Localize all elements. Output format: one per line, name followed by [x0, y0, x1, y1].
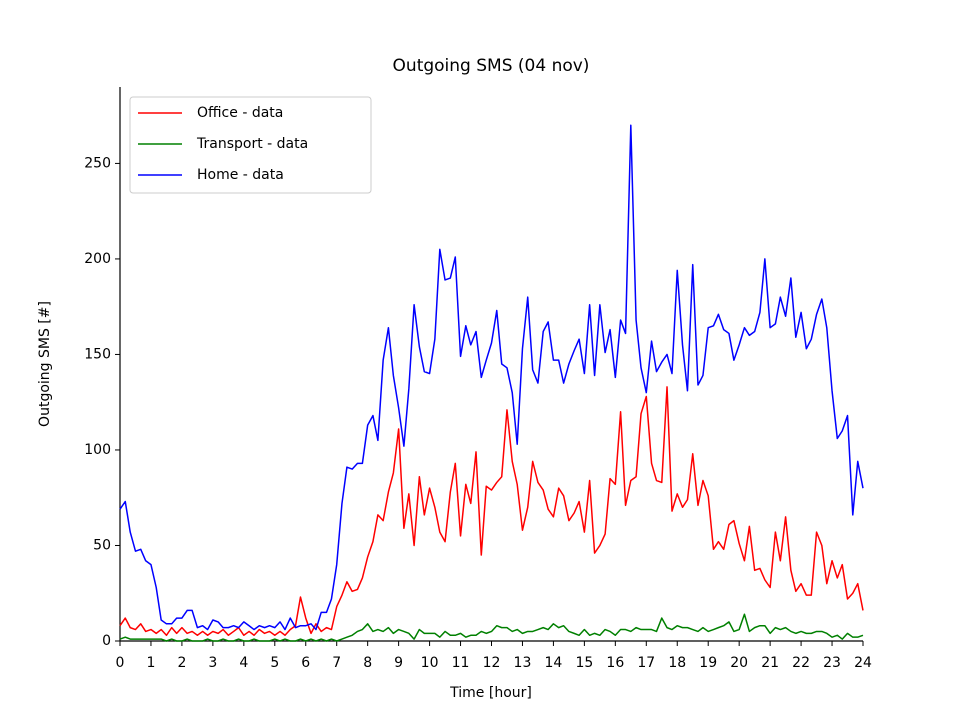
y-tick-label: 200 [84, 251, 111, 267]
x-tick-label: 2 [177, 655, 186, 671]
x-tick-label: 11 [452, 655, 470, 671]
y-tick-label: 50 [93, 537, 111, 553]
x-tick-label: 10 [421, 655, 439, 671]
legend-label: Office - data [197, 105, 283, 121]
x-tick-label: 23 [823, 655, 841, 671]
x-tick-label: 6 [301, 655, 310, 671]
y-axis-label: Outgoing SMS [#] [37, 301, 53, 427]
y-tick-label: 250 [84, 155, 111, 171]
x-tick-label: 13 [514, 655, 532, 671]
series-line [119, 124, 864, 631]
x-tick-label: 0 [116, 655, 125, 671]
series-line [119, 386, 864, 637]
y-tick-label: 0 [102, 633, 111, 649]
x-tick-label: 20 [730, 655, 748, 671]
x-tick-label: 22 [792, 655, 810, 671]
y-tick-label: 150 [84, 346, 111, 362]
x-tick-label: 3 [208, 655, 217, 671]
series-line [119, 613, 864, 642]
legend-box [129, 96, 372, 194]
x-tick-label: 8 [363, 655, 372, 671]
x-tick-label: 12 [483, 655, 501, 671]
y-tick-label: 100 [84, 442, 111, 458]
x-tick-label: 16 [606, 655, 624, 671]
x-tick-label: 17 [637, 655, 655, 671]
x-tick-label: 5 [270, 655, 279, 671]
x-tick-label: 7 [332, 655, 341, 671]
legend-label: Home - data [197, 167, 284, 183]
x-axis-label: Time [hour] [449, 685, 532, 701]
x-tick-label: 4 [239, 655, 248, 671]
x-tick-label: 9 [394, 655, 403, 671]
chart-title: Outgoing SMS (04 nov) [393, 56, 590, 76]
x-tick-label: 18 [668, 655, 686, 671]
legend-label: Transport - data [196, 136, 308, 152]
x-tick-label: 14 [545, 655, 563, 671]
x-tick-label: 1 [146, 655, 155, 671]
x-tick-label: 21 [761, 655, 779, 671]
x-tick-label: 19 [699, 655, 717, 671]
x-tick-label: 24 [854, 655, 872, 671]
x-tick-label: 15 [575, 655, 593, 671]
